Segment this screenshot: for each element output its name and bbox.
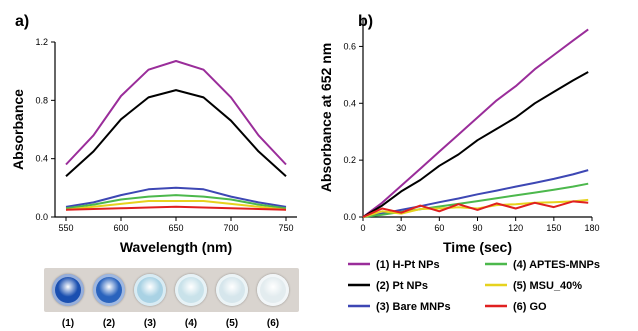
cuvette-photo	[44, 268, 299, 312]
y-tick-label: 0.8	[35, 95, 48, 105]
series-line	[362, 169, 589, 218]
cuvette-label: (4)	[184, 318, 198, 329]
y-tick-label: 0.2	[343, 155, 356, 165]
y-tick-label: 0.4	[35, 154, 48, 164]
cuvette-label: (1)	[61, 318, 75, 329]
plot-a	[51, 41, 297, 221]
x-tick-label: 550	[58, 223, 73, 233]
y-tick-label: 0.0	[35, 212, 48, 222]
cuvette-label: (2)	[102, 318, 116, 329]
y-tick-label: 1.2	[35, 37, 48, 47]
x-tick-label: 700	[223, 223, 238, 233]
y-tick-label: 0.0	[343, 212, 356, 222]
series-line	[65, 89, 287, 177]
x-tick-label: 600	[113, 223, 128, 233]
cuvette-well	[134, 274, 166, 306]
x-tick-label: 30	[396, 223, 406, 233]
x-tick-label: 120	[508, 223, 523, 233]
y-tick-label: 0.4	[343, 98, 356, 108]
cuvette-label: (3)	[143, 318, 157, 329]
cuvette-well	[175, 274, 207, 306]
cuvette-well	[93, 274, 125, 306]
series-line	[362, 28, 589, 218]
legend-label: (1) H-Pt NPs	[376, 259, 440, 271]
axes	[54, 42, 297, 218]
series-line	[65, 205, 287, 211]
x-tick-label: 60	[434, 223, 444, 233]
cuvette-label: (5)	[225, 318, 239, 329]
series-line	[362, 71, 589, 218]
panel-label: b)	[358, 13, 373, 30]
series-line	[65, 200, 287, 211]
legend-label: (2) Pt NPs	[376, 280, 428, 292]
x-tick-label: 0	[360, 223, 365, 233]
series-line	[65, 186, 287, 208]
series-line	[65, 60, 287, 166]
plot-b	[359, 18, 593, 221]
x-tick-label: 90	[472, 223, 482, 233]
y-axis-label: Absorbance at 652 nm	[318, 43, 334, 192]
x-tick-label: 150	[546, 223, 561, 233]
series-line	[65, 194, 287, 210]
legend-label: (6) GO	[513, 301, 547, 313]
x-axis-label: Wavelength (nm)	[120, 239, 232, 255]
y-tick-label: 0.6	[343, 41, 356, 51]
cuvette-label: (6)	[266, 318, 280, 329]
y-axis-label: Absorbance	[10, 89, 26, 170]
legend-label: (3) Bare MNPs	[376, 301, 451, 313]
x-axis-label: Time (sec)	[443, 239, 512, 255]
series-line	[362, 200, 589, 218]
legend-label: (4) APTES-MNPs	[513, 259, 600, 271]
x-tick-label: 180	[584, 223, 599, 233]
x-tick-label: 650	[168, 223, 183, 233]
legend-label: (5) MSU_40%	[513, 280, 582, 292]
cuvette-well	[257, 274, 289, 306]
panel-label: a)	[15, 13, 29, 30]
x-tick-label: 750	[278, 223, 293, 233]
cuvette-well	[52, 274, 84, 306]
cuvette-well	[216, 274, 248, 306]
